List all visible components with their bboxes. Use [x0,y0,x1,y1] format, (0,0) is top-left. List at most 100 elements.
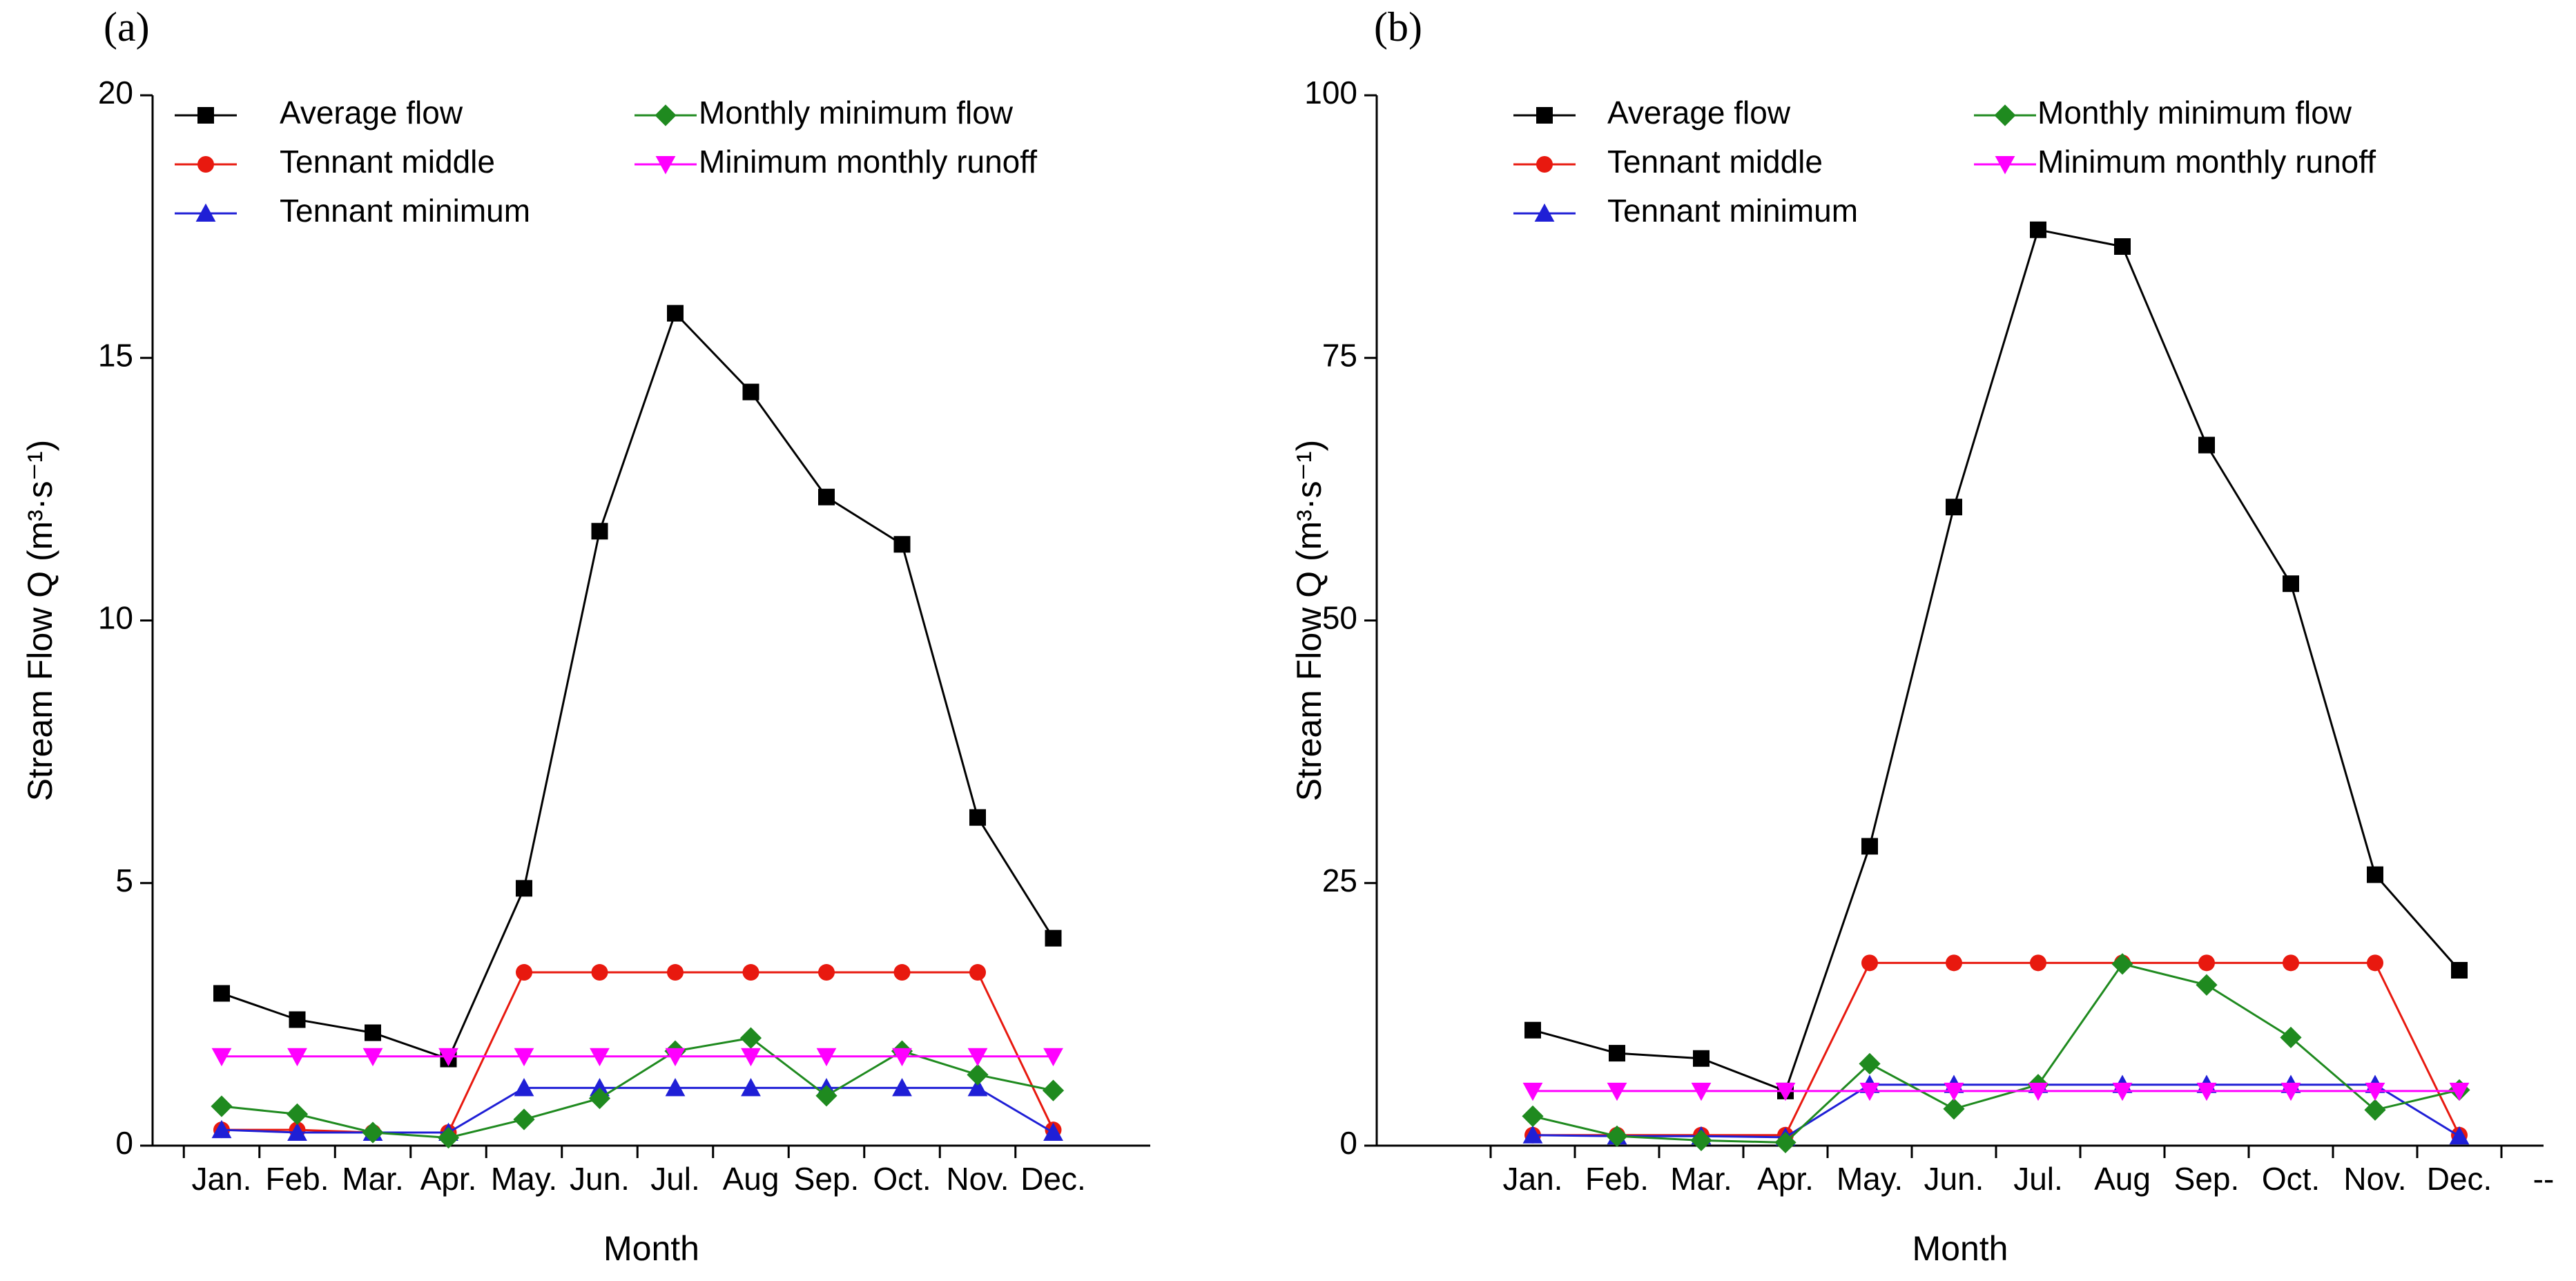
marker [1609,1045,1625,1062]
y-tick-label: 75 [1322,337,1357,373]
y-axis-label: Stream Flow Q (m³·s⁻¹) [1290,440,1328,802]
marker [2111,953,2133,975]
legend-marker [1536,156,1553,173]
x-tick-label: May. [491,1161,557,1197]
marker [1691,1082,1712,1101]
marker [289,1011,306,1028]
legend-marker [1995,156,2015,175]
marker [1606,1125,1628,1147]
x-tick-label: Jul. [2013,1161,2063,1197]
marker [818,964,835,981]
marker [893,964,911,981]
marker [1946,954,1962,972]
x-tick-label: Nov. [946,1161,1009,1197]
x-tick-label: Mar. [342,1161,403,1197]
marker [967,1048,988,1067]
marker [286,1103,309,1125]
marker [365,1024,381,1041]
legend-label: Monthly minimum flow [2037,95,2352,131]
marker [2030,954,2046,972]
marker [362,1048,383,1067]
x-tick-label: Jun. [1924,1161,1984,1197]
series-line [1532,963,2460,1144]
legend-marker [197,107,214,124]
marker [2112,1082,2133,1101]
marker [2365,1082,2385,1101]
x-tick-label: Jun. [570,1161,630,1197]
marker [2198,436,2215,454]
marker [211,1119,232,1139]
marker [2196,974,2218,996]
marker [588,1087,611,1110]
legend-label: Minimum monthly runoff [2037,144,2376,180]
y-tick-label: 10 [98,600,133,636]
y-tick-label: 0 [1339,1125,1357,1161]
marker [590,1048,610,1067]
marker [1859,1052,1881,1075]
marker [2028,1082,2049,1101]
marker [1043,1122,1063,1141]
marker [815,1085,837,1107]
x-tick-label: Oct. [2262,1161,2320,1197]
y-tick-label: 0 [115,1125,133,1161]
marker [739,1027,762,1049]
legend-label: Average flow [280,95,463,131]
legend-marker [1536,107,1553,124]
marker [2196,1082,2217,1101]
marker [2367,954,2383,972]
x-tick-label: Feb. [265,1161,329,1197]
marker [1859,1082,1880,1101]
series-line [1533,961,2461,1137]
marker [1045,930,1062,947]
marker [1043,1048,1063,1067]
marker [2114,238,2131,256]
marker [969,964,986,981]
chart-title: (a) [104,4,150,50]
x-tick-label: Sep. [794,1161,860,1197]
x-axis-label: Month [1912,1229,2008,1268]
x-tick-label: Dec. [2427,1161,2492,1197]
marker [1524,1021,1541,1039]
legend-marker [197,156,214,173]
marker [1607,1082,1627,1101]
series-line [221,1037,1054,1139]
marker [969,809,986,826]
marker [2030,221,2046,238]
marker [1042,1079,1065,1101]
marker [667,305,684,322]
marker [2367,866,2383,883]
marker [667,964,684,981]
x-tick-label: Mar. [1670,1161,1732,1197]
y-tick-label: 20 [98,75,133,110]
x-tick-label: Aug [2094,1161,2151,1197]
marker [816,1048,837,1067]
marker [2451,961,2468,979]
marker [514,1048,534,1067]
x-tick-label: Sep. [2174,1161,2240,1197]
series-line [1532,1083,2460,1139]
legend-marker [655,156,676,175]
y-axis-label: Stream Flow Q (m³·s⁻¹) [21,440,59,802]
marker [665,1048,686,1067]
marker [1522,1082,1543,1101]
marker [967,1077,988,1097]
marker [2198,954,2215,972]
x-tick-label: Aug [723,1161,779,1197]
x-tick-label: Apr. [420,1161,477,1197]
marker [2283,575,2299,593]
legend-marker [655,104,677,126]
marker [665,1077,686,1097]
x-tick-label: -- [2533,1161,2555,1197]
marker [1861,838,1878,855]
chart-title: (b) [1374,4,1422,50]
marker [2283,954,2299,972]
marker [516,880,532,897]
marker [287,1048,307,1067]
x-tick-label: Feb. [1585,1161,1649,1197]
legend-label: Minimum monthly runoff [699,144,1037,180]
marker [892,1077,912,1097]
marker [893,536,911,553]
x-tick-label: Jan. [1503,1161,1563,1197]
marker [438,1048,458,1067]
marker [2280,1026,2302,1048]
